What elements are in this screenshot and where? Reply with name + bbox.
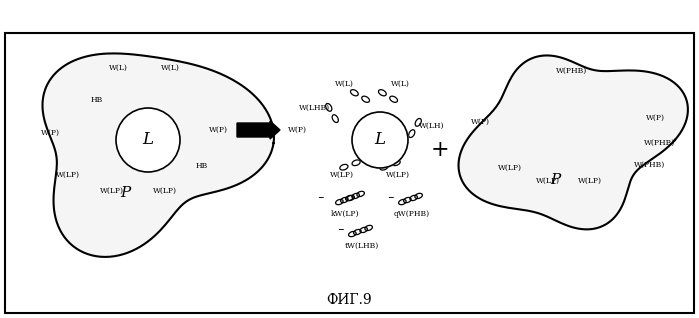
Circle shape [116, 108, 180, 172]
Text: W(PHB): W(PHB) [556, 67, 588, 75]
Text: ФИГ.9: ФИГ.9 [326, 293, 372, 307]
Text: W(PHB): W(PHB) [635, 161, 665, 169]
Text: W(LHB): W(LHB) [299, 104, 331, 112]
Text: W(LP): W(LP) [536, 177, 560, 185]
Text: W(LH): W(LH) [419, 122, 445, 130]
Text: W(P): W(P) [470, 118, 489, 126]
Text: W(LP): W(LP) [330, 171, 354, 179]
Text: W(L): W(L) [161, 64, 180, 72]
Text: HB: HB [91, 96, 103, 104]
FancyArrow shape [237, 121, 280, 139]
Text: W(LP): W(LP) [100, 187, 124, 195]
Text: W(LP): W(LP) [386, 171, 410, 179]
Text: L: L [143, 132, 154, 149]
Text: W(PHB): W(PHB) [644, 139, 676, 147]
Text: W(LP): W(LP) [498, 164, 522, 172]
Polygon shape [459, 55, 688, 229]
Text: W(LP): W(LP) [578, 177, 602, 185]
Text: W(P): W(P) [287, 126, 306, 134]
Text: P: P [550, 173, 560, 187]
Text: -: - [317, 189, 324, 207]
Circle shape [352, 112, 408, 168]
Text: W(P): W(P) [645, 114, 665, 122]
Text: -: - [337, 221, 343, 239]
Text: HB: HB [196, 162, 208, 170]
Text: W(L): W(L) [391, 80, 410, 88]
Text: W(L): W(L) [108, 64, 127, 72]
Polygon shape [43, 53, 274, 257]
Text: W(L): W(L) [335, 80, 354, 88]
Text: kW(LP): kW(LP) [331, 210, 359, 218]
Text: +: + [431, 139, 449, 161]
Text: W(LP): W(LP) [56, 171, 80, 179]
Text: qW(PHB): qW(PHB) [394, 210, 430, 218]
Text: tW(LHB): tW(LHB) [345, 242, 379, 250]
Text: P: P [120, 186, 130, 200]
Text: W(P): W(P) [41, 129, 59, 137]
Text: W(P): W(P) [208, 126, 227, 134]
Text: L: L [375, 132, 386, 149]
Bar [5, 33, 694, 313]
Text: W(LP): W(LP) [153, 187, 177, 195]
Text: -: - [387, 189, 394, 207]
